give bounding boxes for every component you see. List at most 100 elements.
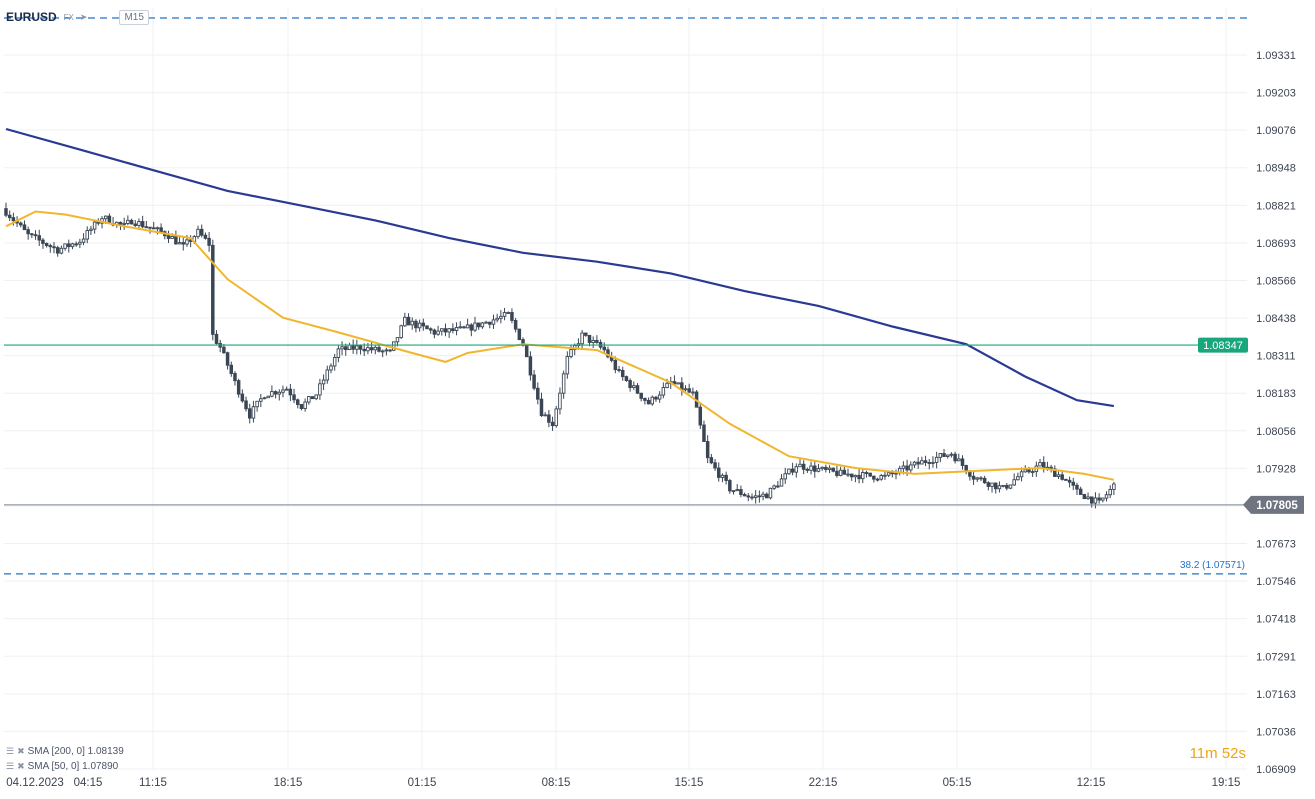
candle [909, 461, 913, 475]
candle [779, 473, 784, 487]
candle [406, 313, 411, 326]
candle [750, 493, 754, 501]
candle [33, 230, 38, 240]
candle [691, 387, 695, 396]
settings-lines-icon[interactable]: ☰ [6, 761, 15, 771]
candle [410, 317, 414, 330]
candle [584, 332, 588, 337]
candle [314, 394, 318, 401]
candle [41, 237, 45, 249]
candle [945, 454, 950, 459]
candle [565, 351, 570, 379]
candle [447, 328, 451, 338]
candle [48, 243, 53, 253]
candle [716, 462, 721, 482]
candle [307, 396, 311, 405]
candle [126, 215, 130, 226]
candle [488, 321, 492, 329]
candle [816, 463, 821, 473]
candle [1101, 497, 1105, 503]
candle [687, 383, 691, 394]
candle [473, 316, 477, 332]
candle [702, 420, 706, 442]
current-price-tag: 1.07805 [1243, 495, 1304, 514]
candle [247, 403, 252, 424]
candle [421, 318, 426, 331]
candle [329, 363, 333, 374]
candle [1064, 478, 1068, 481]
candle [244, 396, 248, 412]
candle [1060, 471, 1064, 481]
timeframe-selector[interactable]: M15 [119, 9, 149, 25]
candle [1071, 477, 1076, 491]
candle [739, 485, 743, 498]
candle [550, 416, 555, 431]
candle [310, 396, 315, 400]
candle [861, 468, 865, 484]
candle [1078, 486, 1083, 495]
candle [960, 455, 965, 470]
candle [624, 375, 629, 382]
candle [281, 385, 285, 398]
candle [52, 241, 56, 254]
settings-lines-icon[interactable]: ☰ [6, 746, 15, 756]
close-icon[interactable]: ✖ [17, 746, 25, 756]
candle [543, 412, 547, 417]
candle [166, 230, 171, 243]
sma200-line [5, 127, 1115, 408]
candle [207, 231, 211, 252]
candle [55, 245, 60, 257]
timer-seconds-unit: s [1238, 745, 1247, 762]
candle [927, 458, 932, 470]
candle [698, 403, 703, 429]
candle [277, 389, 282, 401]
y-tick-label: 1.08566 [1256, 275, 1296, 287]
candle [979, 476, 983, 482]
candle [883, 470, 887, 480]
candle [993, 482, 998, 494]
candle [990, 482, 994, 493]
candle [536, 382, 540, 405]
candle [1067, 476, 1072, 488]
candle [469, 323, 474, 337]
candle [325, 365, 330, 384]
candle [1112, 481, 1116, 495]
legend-row-sma200: ☰ ✖ SMA [200, 0] 1.08139 [6, 744, 124, 759]
chart-grid [4, 8, 1247, 770]
chart-header: EURUSD FX ➤ M15 [6, 8, 149, 26]
candle [30, 232, 34, 239]
candle [74, 241, 78, 247]
symbol-source: FX [63, 12, 74, 22]
candle [872, 475, 876, 483]
candle [458, 321, 462, 329]
candle [587, 334, 592, 347]
candle [539, 392, 544, 417]
candle [1012, 473, 1016, 486]
candle [1056, 471, 1061, 480]
candle [351, 339, 355, 354]
candle [879, 473, 883, 481]
x-tick-label: 04:15 [74, 777, 103, 789]
y-tick-label: 1.08311 [1257, 351, 1296, 363]
candle [233, 371, 237, 386]
horizontal-line-price-tag: 1.08347 [1198, 337, 1248, 353]
candle [1016, 472, 1020, 481]
candle [196, 225, 200, 239]
y-tick-label: 1.08693 [1256, 238, 1296, 250]
y-tick-label: 1.09203 [1256, 88, 1296, 100]
candle [199, 224, 204, 238]
legend-sma50-label: SMA [50, 0] 1.07890 [27, 761, 119, 772]
candle [428, 327, 433, 334]
candle [1104, 491, 1109, 502]
y-tick-label: 1.06909 [1256, 764, 1296, 776]
candle [757, 490, 762, 503]
symbol-name[interactable]: EURUSD [6, 10, 57, 24]
candle [920, 456, 924, 465]
close-icon[interactable]: ✖ [17, 761, 25, 771]
x-tick-label: 18:15 [274, 777, 303, 789]
candle [558, 387, 562, 415]
candle [7, 210, 12, 222]
symbol-dropdown-icon[interactable]: ➤ [79, 11, 88, 22]
candle [864, 470, 869, 478]
